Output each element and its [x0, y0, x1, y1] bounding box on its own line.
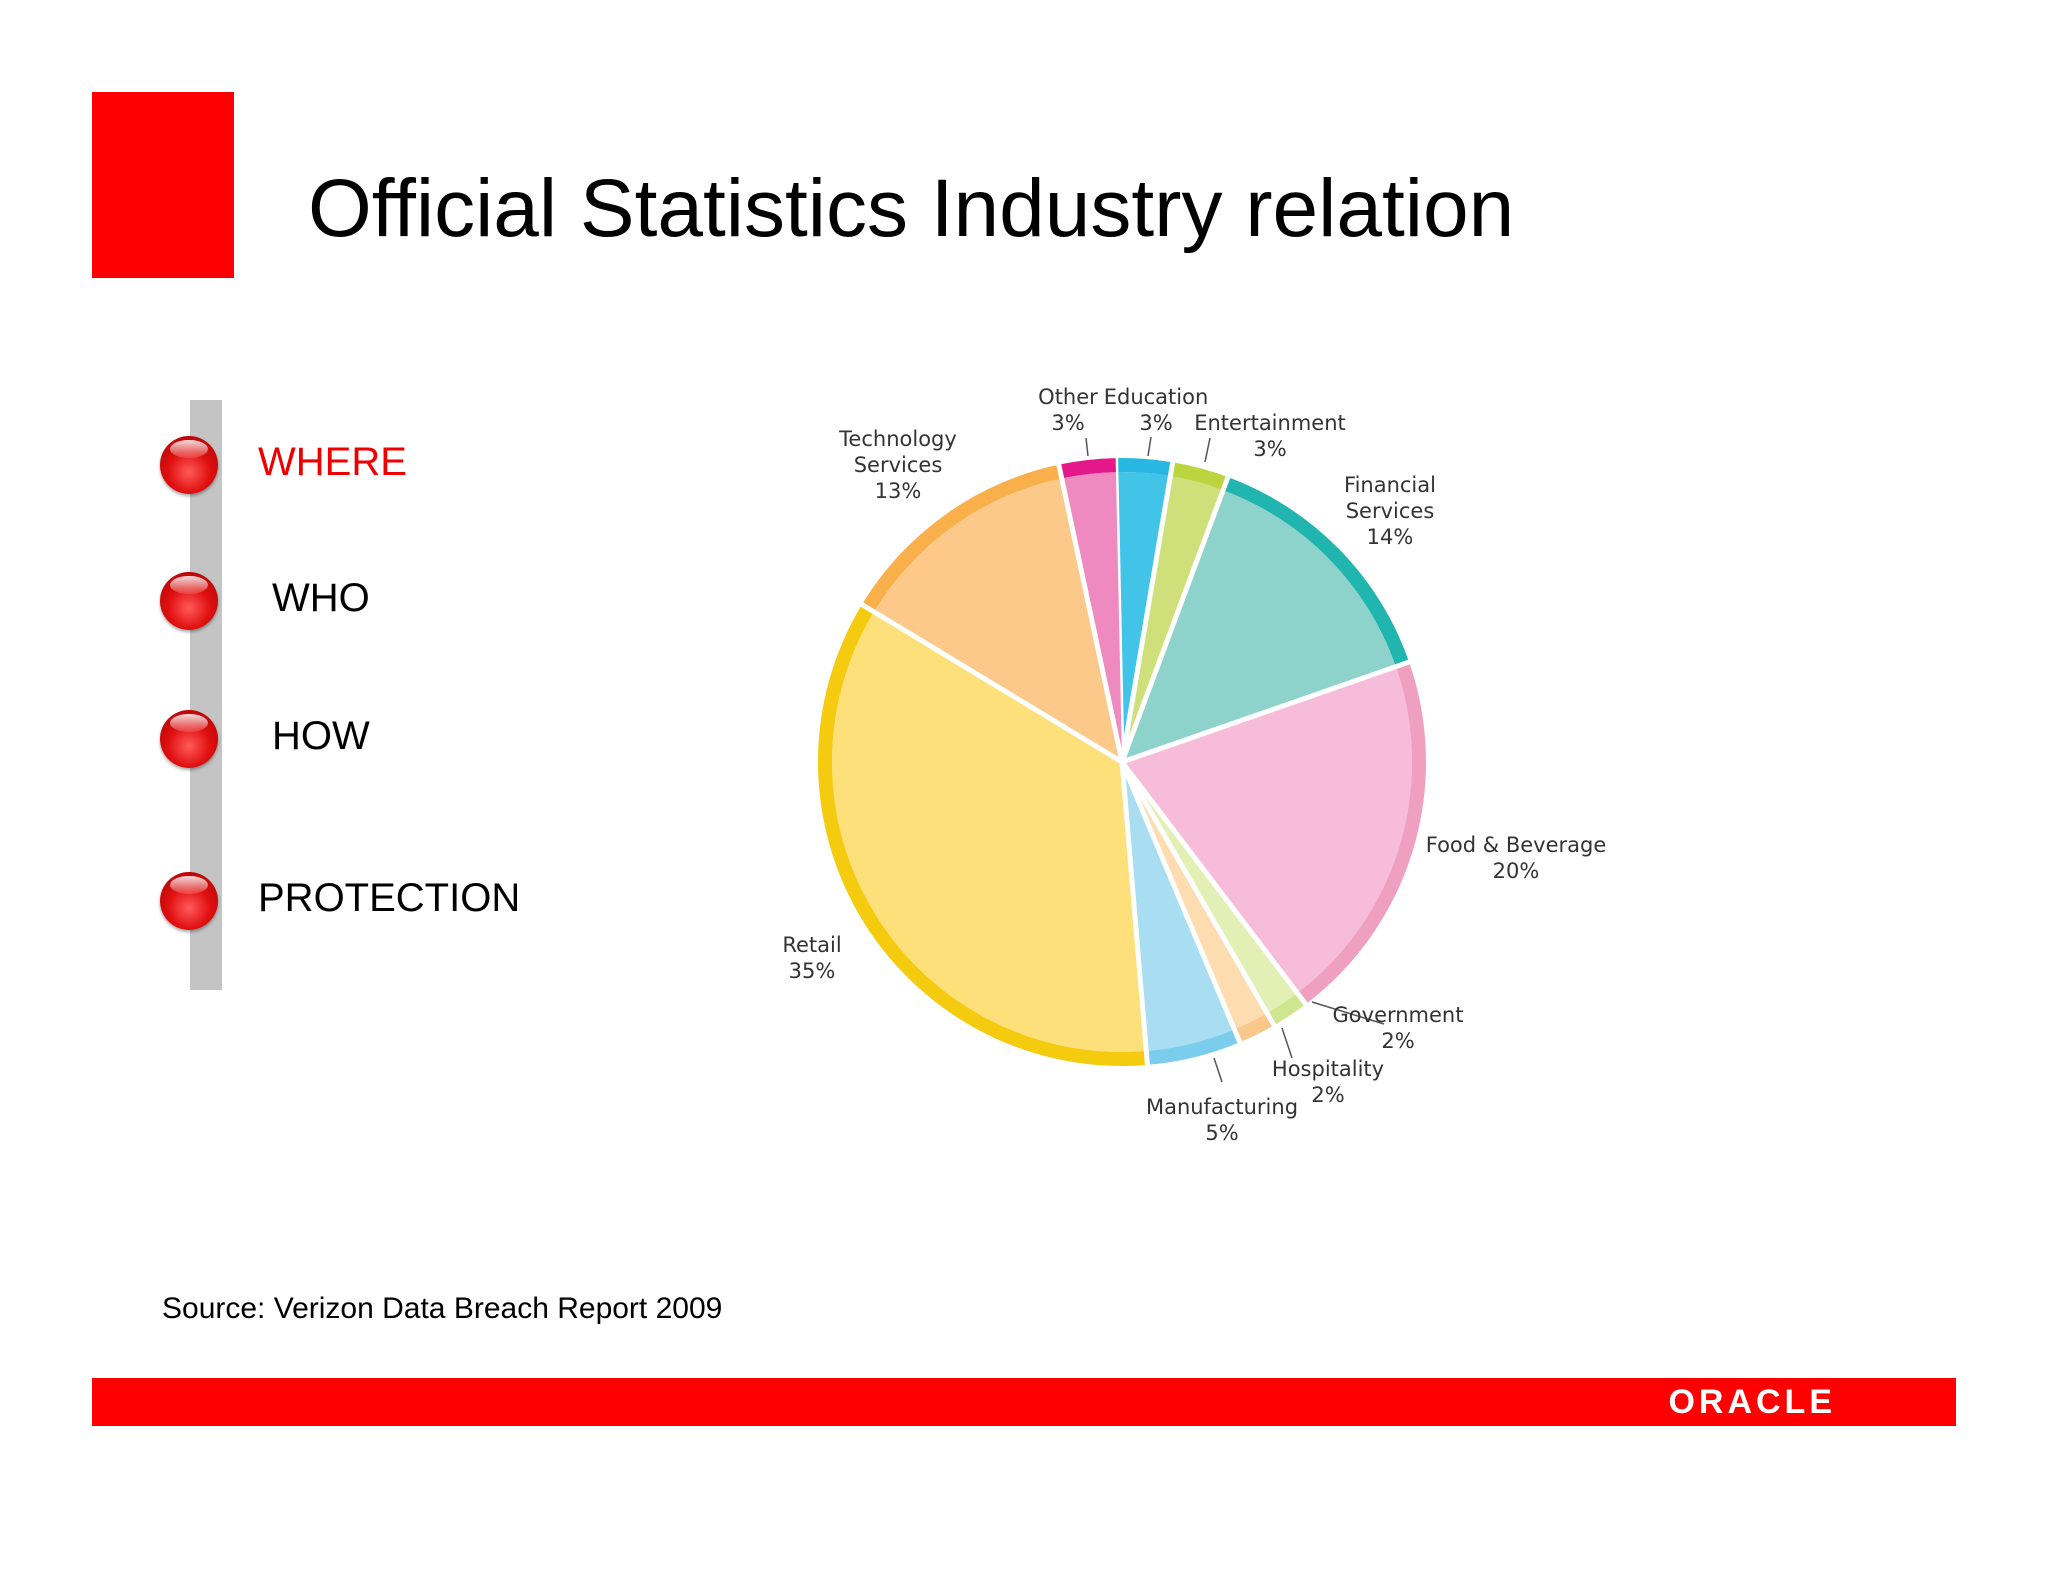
nav-item-who[interactable]: WHO [272, 576, 370, 620]
pie-label-name: Retail [782, 933, 841, 957]
pie-slice-rim [1146, 1029, 1240, 1065]
pie-slice-separator [858, 601, 1124, 765]
pie-slice-fill [832, 611, 1147, 1052]
footer-bar: ORACLE [92, 1378, 1956, 1426]
pie-slice-food-and-beverage [1121, 659, 1426, 1005]
pie-label-name: Services [854, 453, 943, 477]
pie-leader-line [1311, 1001, 1385, 1025]
pie-label-name: Education [1104, 385, 1209, 409]
oracle-logo: ORACLE [1668, 1383, 1836, 1421]
pie-slice-rim [1297, 662, 1426, 1005]
pie-label-name: Food & Beverage [1426, 833, 1607, 857]
pie-label-name: Services [1346, 499, 1435, 523]
source-note: Source: Verizon Data Breach Report 2009 [162, 1292, 723, 1325]
pie-slice-rim [1115, 458, 1173, 477]
pie-label-value: 5% [1205, 1121, 1238, 1145]
pie-slice-separator [1121, 659, 1412, 765]
nav-bullet-who-icon[interactable] [160, 572, 218, 630]
pie-leader-line [1204, 437, 1211, 463]
pie-label-value: 35% [789, 959, 836, 983]
pie-slice-rim [1234, 1013, 1274, 1043]
pie-label-entertainment: Entertainment 3% [1194, 411, 1346, 461]
nav-item-protection[interactable]: PROTECTION [258, 876, 521, 920]
pie-label-food-and-beverage: Food & Beverage 20% [1426, 833, 1607, 883]
pie-label-education: Education 3% [1104, 385, 1209, 435]
pie-label-name: Entertainment [1194, 411, 1346, 435]
nav-bullet-how-icon[interactable] [160, 710, 218, 768]
pie-slice-technology-services [858, 464, 1124, 765]
pie-slice-financial-services [1119, 474, 1410, 763]
pie-slice-rim [1267, 992, 1306, 1026]
pie-label-value: 2% [1381, 1029, 1414, 1053]
pie-label-value: 3% [1253, 437, 1286, 461]
pie-slice-fill [873, 478, 1122, 762]
page-title: Official Statistics Industry relation [308, 163, 1515, 254]
pie-label-financial-services: Financial Services 14% [1344, 473, 1436, 549]
nav-item-where[interactable]: WHERE [258, 440, 407, 484]
pie-slice-fill [1122, 490, 1396, 762]
pie-label-name: Hospitality [1272, 1057, 1384, 1081]
pie-label-technology-services: Technology Services 13% [838, 427, 957, 503]
pie-leader-line [1281, 1027, 1293, 1059]
pie-label-hospitality: Hospitality 2% [1272, 1057, 1384, 1107]
pie-slice-separator [1120, 760, 1309, 1008]
pie-slice-rim [1170, 462, 1228, 491]
pie-slice-government [1120, 760, 1309, 1026]
title-accent-block [92, 92, 234, 278]
pie-label-name: Financial [1344, 473, 1436, 497]
pie-slice-rim [1058, 458, 1116, 479]
pie-slice-fill [1122, 762, 1298, 1014]
nav-bullet-protection-icon[interactable] [160, 872, 218, 930]
pie-slice-other [1055, 458, 1125, 763]
pie-leader-line [1147, 436, 1152, 457]
pie-slice-rim [818, 604, 1148, 1066]
pie-label-value: 3% [1051, 411, 1084, 435]
pie-label-manufacturing: Manufacturing 5% [1146, 1095, 1298, 1145]
pie-slice-separator [1119, 474, 1232, 763]
pie-label-value: 3% [1139, 411, 1172, 435]
pie-slice-fill [1122, 666, 1412, 993]
pie-label-value: 20% [1493, 859, 1540, 883]
pie-slice-separator [1119, 761, 1151, 1068]
pie-slice-hospitality [1119, 760, 1278, 1043]
pie-slice-separator [1119, 760, 1278, 1029]
pie-label-government: Government 2% [1333, 1003, 1464, 1053]
pie-label-other: Other 3% [1038, 385, 1098, 435]
pie-slice-retail [818, 604, 1151, 1068]
nav-item-how[interactable]: HOW [272, 714, 370, 758]
pie-label-value: 2% [1311, 1083, 1344, 1107]
pie-label-value: 14% [1367, 525, 1414, 549]
pie-slice-rim [1223, 477, 1410, 667]
pie-slice-separator [1119, 761, 1243, 1046]
pie-leader-line [1085, 437, 1089, 457]
pie-label-name: Government [1333, 1003, 1464, 1027]
pie-label-name: Manufacturing [1146, 1095, 1298, 1119]
pie-label-name: Other [1038, 385, 1098, 409]
nav-bullet-where-icon[interactable] [160, 436, 218, 494]
pie-slice-rim [861, 464, 1062, 612]
pie-label-retail: Retail 35% [782, 933, 841, 983]
pie-label-name: Technology [838, 427, 957, 451]
pie-label-value: 13% [875, 479, 922, 503]
pie-slice-manufacturing [1119, 761, 1243, 1065]
pie-slice-separator [1119, 459, 1176, 763]
pie-leader-line [1213, 1057, 1223, 1083]
pie-slice-separator [1055, 462, 1125, 763]
